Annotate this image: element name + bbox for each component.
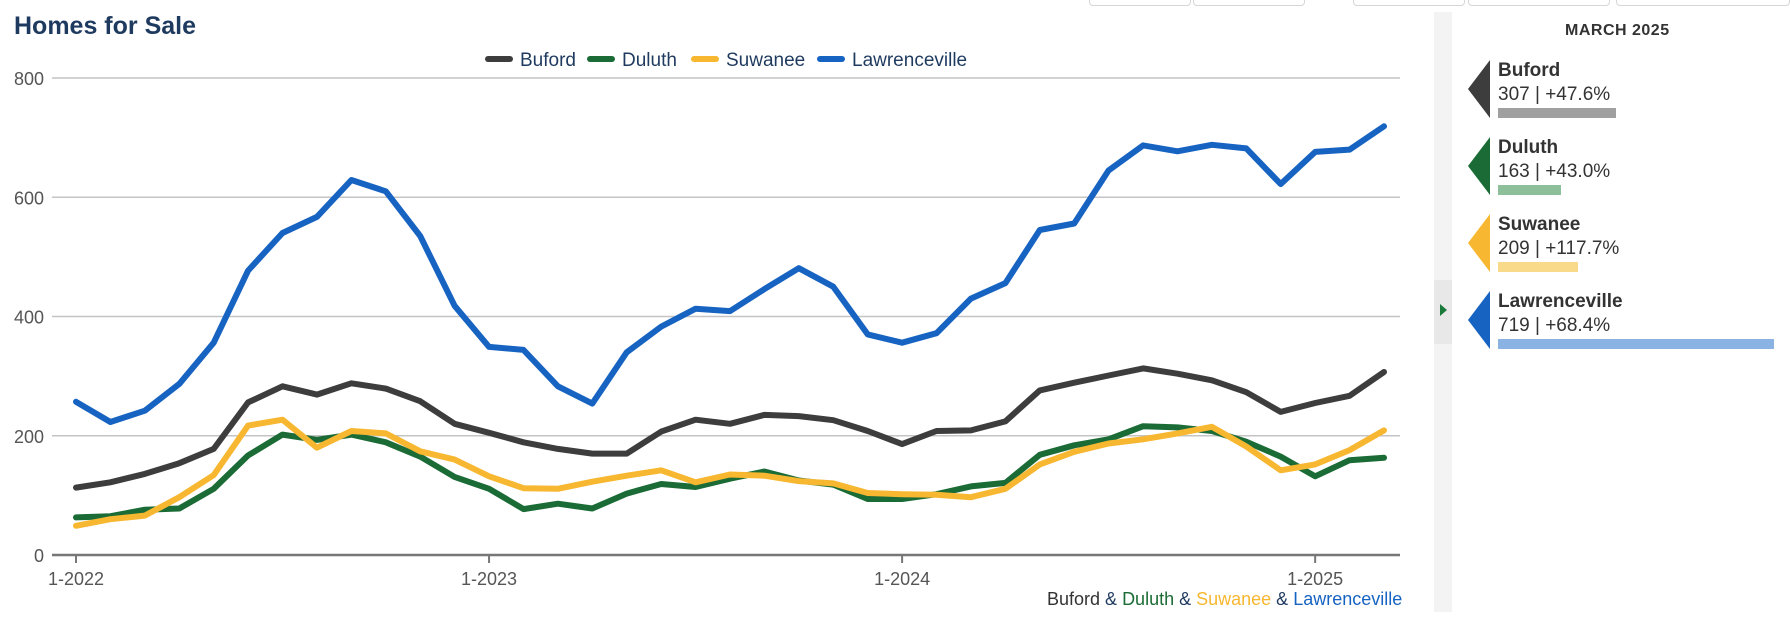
- panel-divider: [1434, 12, 1452, 612]
- series-line-duluth: [73, 423, 1387, 521]
- y-tick-label: 200: [14, 427, 44, 447]
- sidebar-card-bar: [1498, 185, 1561, 195]
- sidebar-card-stat: 307 | +47.6%: [1498, 84, 1611, 105]
- toolbar-button[interactable]: [1193, 0, 1305, 6]
- footer-separator: &: [1271, 589, 1294, 609]
- sidebar-card-bar: [1498, 339, 1774, 349]
- x-tick-label: 1-2023: [461, 569, 517, 589]
- sidebar-card-name: Buford: [1498, 60, 1561, 81]
- flag-marker-icon: [1468, 214, 1490, 272]
- y-tick-label: 800: [14, 69, 44, 89]
- sidebar-card-suwanee[interactable]: Suwanee 209 | +117.7%: [1468, 214, 1778, 284]
- footer-name-suwanee: Suwanee: [1196, 589, 1272, 609]
- footer-separator: &: [1100, 589, 1123, 609]
- y-tick-label: 400: [14, 308, 44, 328]
- x-tick-label: 1-2024: [874, 569, 930, 589]
- flag-marker-icon: [1468, 291, 1490, 349]
- sidebar-card-name: Lawrenceville: [1498, 291, 1623, 312]
- x-tick-label: 1-2025: [1287, 569, 1343, 589]
- series-line-lawrenceville: [73, 123, 1387, 425]
- footer-name-lawrenceville: Lawrenceville: [1293, 589, 1403, 609]
- chevron-right-icon[interactable]: [1440, 304, 1447, 316]
- toolbar-button[interactable]: [1468, 0, 1610, 6]
- legend-label-duluth: Duluth: [622, 50, 677, 71]
- sidebar-card-name: Suwanee: [1498, 214, 1581, 235]
- sidebar-card-lawrenceville[interactable]: Lawrenceville 719 | +68.4%: [1468, 291, 1778, 361]
- top-toolbar-stubs: [0, 0, 1790, 6]
- flag-marker-icon: [1468, 60, 1490, 118]
- legend-label-buford: Buford: [520, 50, 576, 71]
- sidebar-card-buford[interactable]: Buford 307 | +47.6%: [1468, 60, 1778, 130]
- x-tick-label: 1-2022: [48, 569, 104, 589]
- sidebar-month: MARCH 2025: [1565, 22, 1670, 39]
- sidebar-card-name: Duluth: [1498, 137, 1559, 158]
- footer-name-duluth: Duluth: [1122, 589, 1175, 609]
- legend-label-suwanee: Suwanee: [726, 50, 805, 71]
- chart-footer-caption: Buford & Duluth & Suwanee & Lawrencevill…: [1047, 589, 1402, 610]
- line-chart: 0 200 400 600 800 1-2022 1-2023 1-2024 1-2025 Buf…: [14, 50, 1400, 589]
- toolbar-button[interactable]: [1089, 0, 1191, 6]
- legend-label-lawrenceville: Lawrenceville: [852, 50, 967, 71]
- y-tick-label: 0: [34, 546, 44, 566]
- toolbar-button[interactable]: [1353, 0, 1465, 6]
- y-tick-label: 600: [14, 188, 44, 208]
- footer-name-buford: Buford: [1047, 589, 1101, 609]
- toolbar-button[interactable]: [1616, 0, 1790, 6]
- sidebar-card-duluth[interactable]: Duluth 163 | +43.0%: [1468, 137, 1778, 207]
- series-line-buford: [73, 365, 1387, 491]
- sidebar-card-stat: 719 | +68.4%: [1498, 315, 1611, 336]
- page-title: Homes for Sale: [14, 12, 197, 40]
- series-line-suwanee: [73, 416, 1387, 529]
- sidebar-card-stat: 163 | +43.0%: [1498, 161, 1611, 182]
- footer-separator: &: [1174, 589, 1197, 609]
- sidebar-card-stat: 209 | +117.7%: [1498, 238, 1620, 259]
- sidebar-card-bar: [1498, 262, 1578, 272]
- flag-marker-icon: [1468, 137, 1490, 195]
- sidebar-card-bar: [1498, 108, 1616, 118]
